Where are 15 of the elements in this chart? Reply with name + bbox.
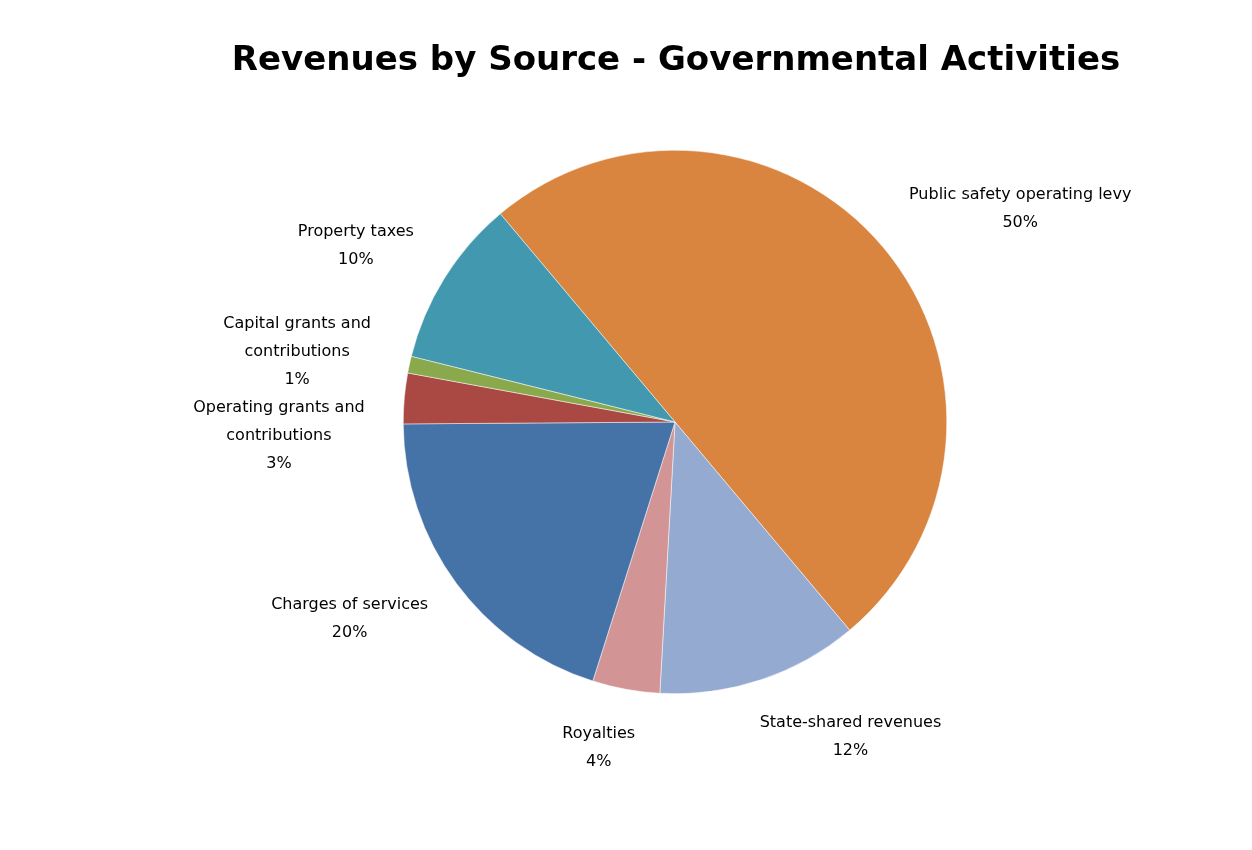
slice-label: State-shared revenues	[759, 711, 942, 731]
data-label: 12%	[832, 739, 869, 759]
data-label: 1%	[284, 369, 310, 389]
slice-label: Capital grants and contributions	[223, 313, 371, 361]
chart-title: Revenues by Source - Governmental Activities	[230, 38, 1122, 78]
slice-label: Charges of services	[271, 593, 429, 613]
data-label: 3%	[266, 453, 292, 473]
slice-label: Operating grants and contributions	[193, 397, 365, 445]
slice-label: Property taxes	[297, 221, 414, 241]
data-label: 10%	[338, 249, 374, 269]
data-label: 20%	[331, 621, 368, 641]
slice-label: Public safety operating levy	[908, 184, 1132, 204]
data-label: 4%	[586, 751, 612, 771]
data-label: 50%	[1002, 212, 1038, 232]
slice-label: Royalties	[562, 723, 636, 743]
